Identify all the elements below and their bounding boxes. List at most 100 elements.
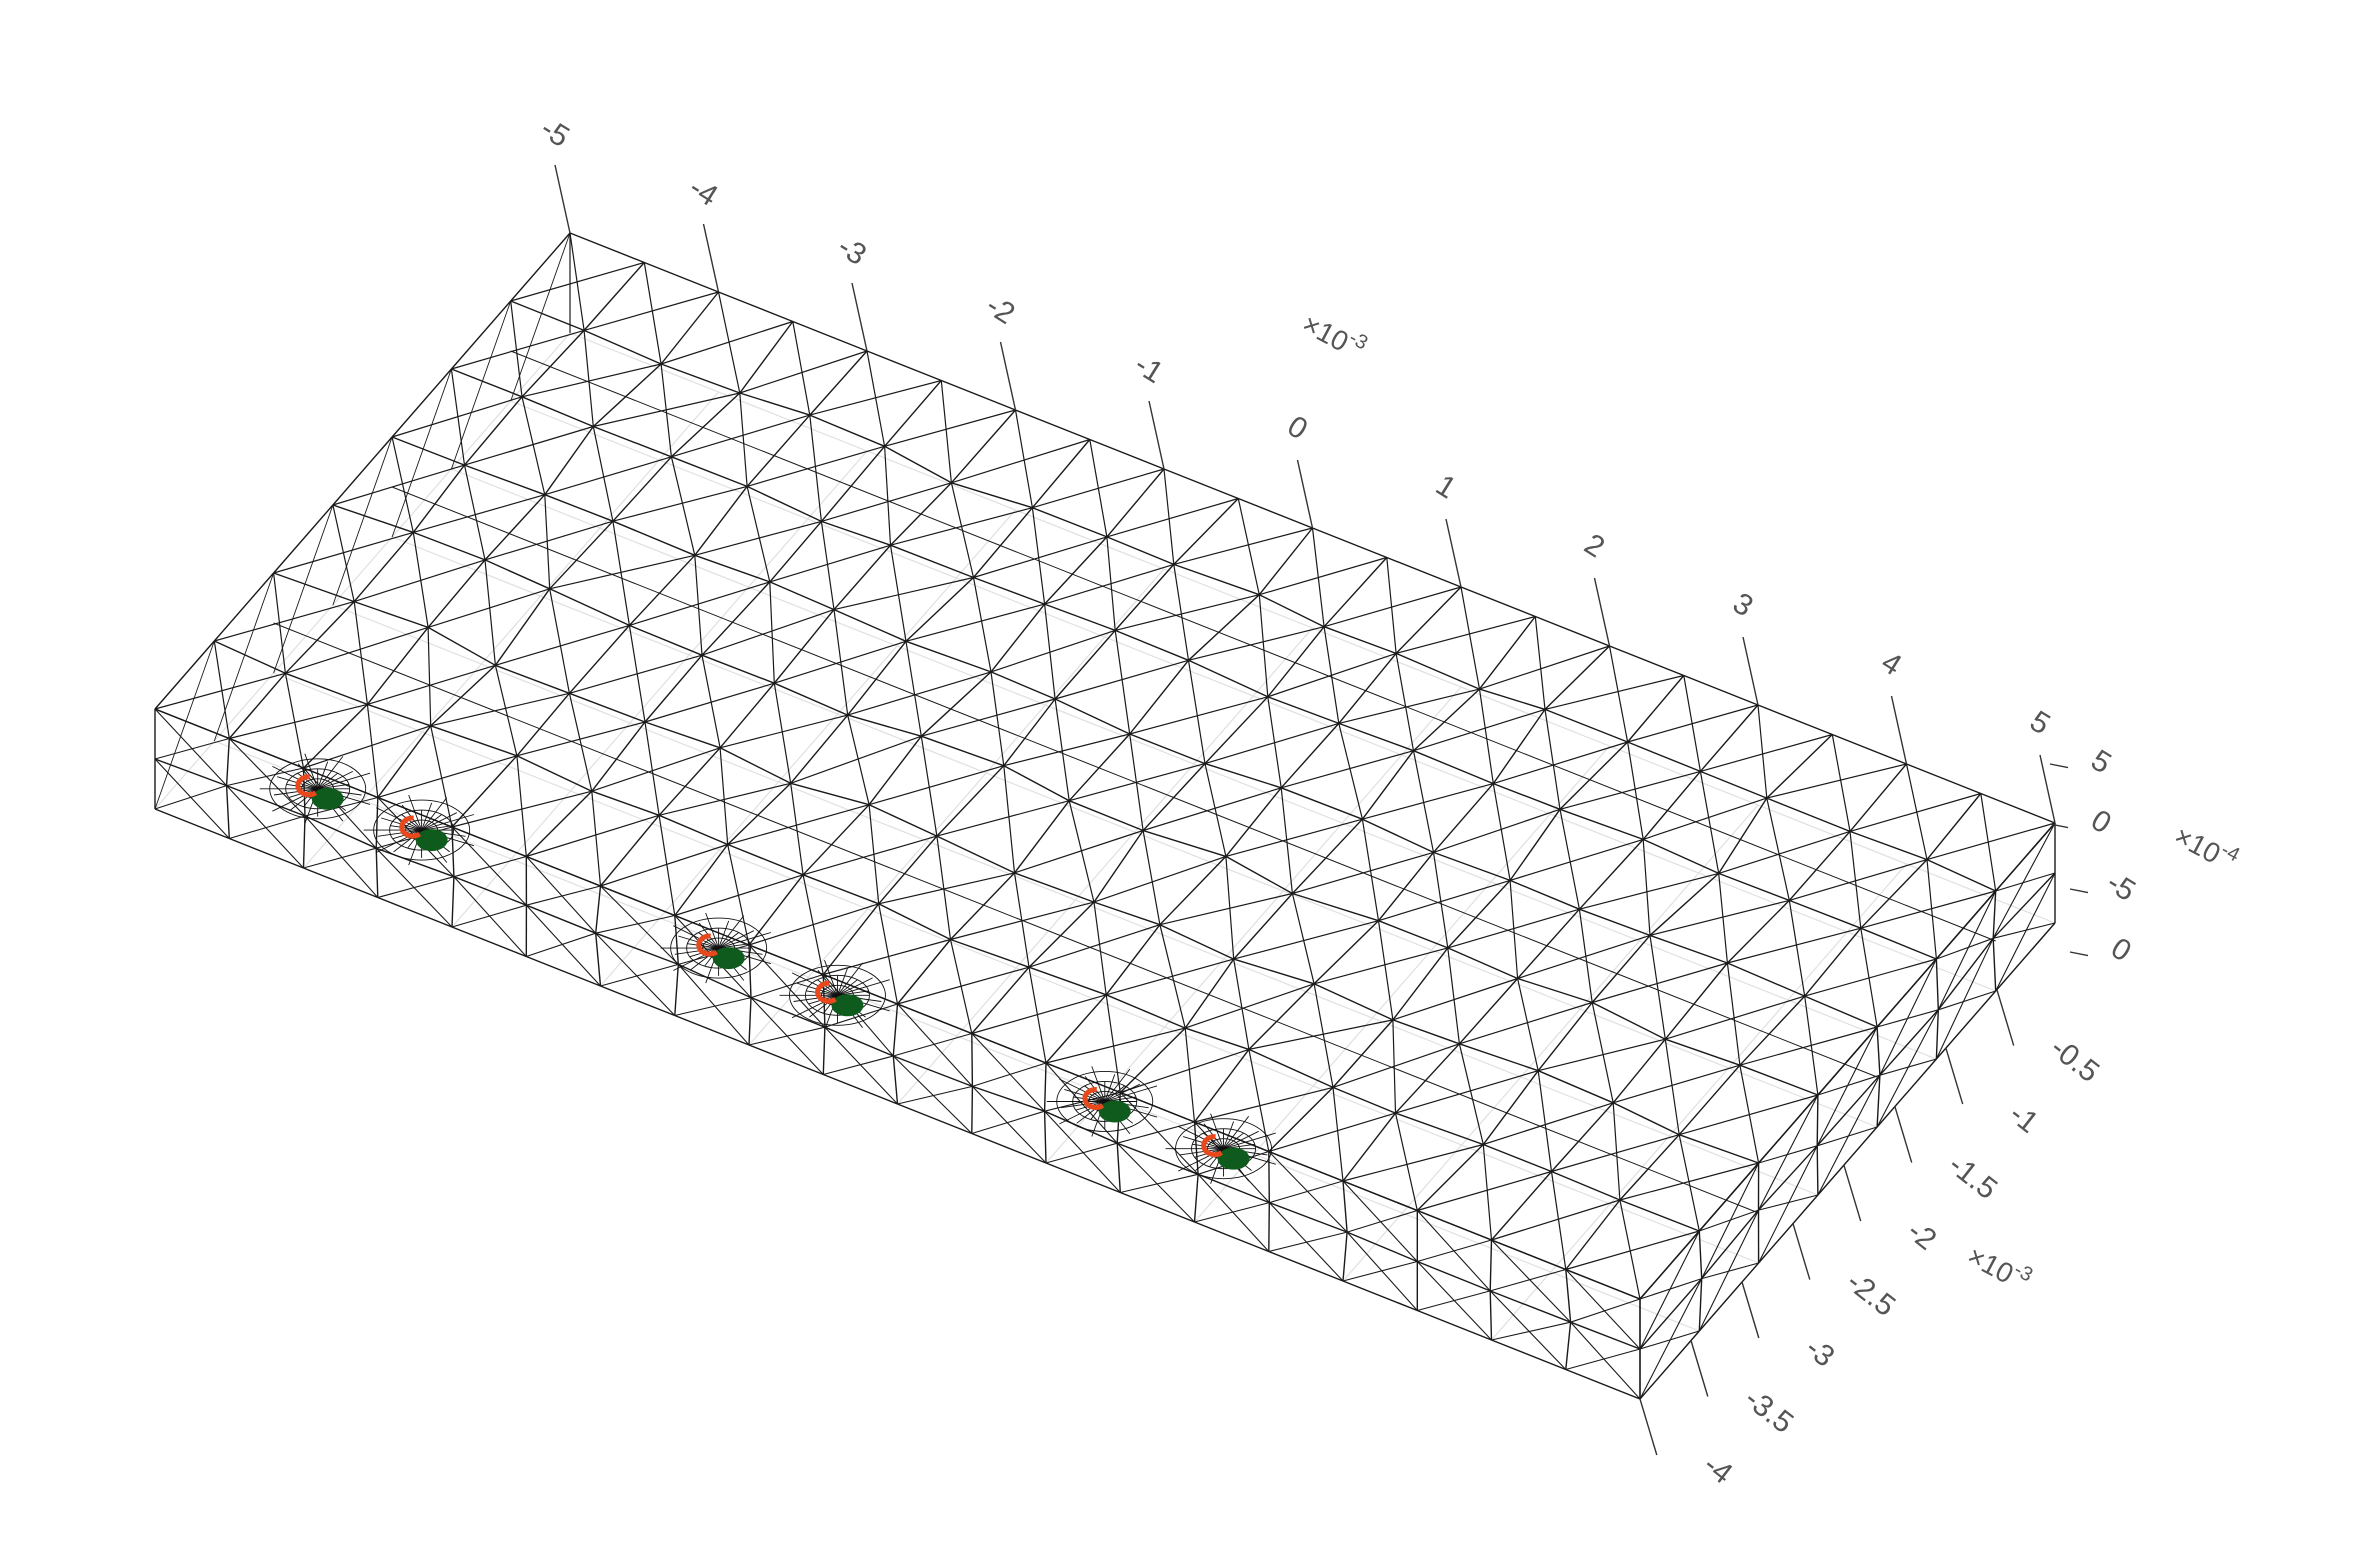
mesh-edge [1395, 1112, 1484, 1146]
mesh-edge [971, 1132, 1047, 1164]
mesh-edge [628, 554, 696, 626]
z-axis-exponent-base: ×10 [2169, 820, 2225, 870]
mesh-edge [516, 755, 593, 792]
mesh-edge [154, 640, 215, 710]
mesh-edge [1447, 947, 1518, 980]
mesh-edge [1992, 890, 1997, 939]
mesh-edge [526, 904, 596, 934]
mesh-edge [510, 350, 1996, 942]
mesh-edge [1678, 1064, 1741, 1136]
mesh-edge [719, 747, 792, 784]
mesh-edge [1619, 1134, 1680, 1201]
mesh-edge [1054, 698, 1070, 801]
mesh-edge [790, 714, 849, 784]
mesh-edge [413, 494, 545, 533]
mesh-edge [430, 664, 496, 727]
mesh-edge [1627, 741, 1644, 840]
mesh-edge [847, 640, 907, 716]
mesh-edge [936, 765, 1005, 837]
mesh-edge [1817, 1126, 1878, 1147]
hidden-edge [897, 627, 1313, 1105]
mesh-edge [453, 876, 527, 906]
mesh-edge [1416, 1144, 1484, 1211]
mesh-edge [1184, 958, 1235, 1029]
mesh-edge [1789, 899, 1862, 929]
mesh-edge [303, 847, 377, 869]
mesh-edge [1194, 1202, 1270, 1223]
mesh-edge [769, 544, 891, 583]
mesh-edge [868, 765, 1004, 806]
mesh-edge [413, 531, 486, 561]
mesh-edge [847, 714, 922, 737]
mesh-edge [1490, 1171, 1553, 1241]
mesh-edge [1664, 1039, 1680, 1135]
mesh-edge [1642, 839, 1651, 936]
mesh-edge [154, 758, 230, 839]
refined-edge [421, 802, 433, 831]
mesh-edge [1509, 808, 1561, 881]
z-axis-tick [2069, 888, 2089, 894]
mesh-edge [936, 835, 1015, 874]
mesh-edge [1935, 990, 1997, 1060]
refined-ring [269, 758, 367, 820]
mesh-edge [1332, 1019, 1394, 1088]
mesh-edge [1817, 1074, 1881, 1096]
mesh-edge [1342, 1280, 1418, 1312]
mesh-edge [1028, 924, 1161, 968]
mesh-edge [1413, 750, 1494, 785]
mesh-edge [526, 885, 601, 906]
x-axis-tick-label: 5 [2024, 705, 2056, 742]
mesh-edge [889, 545, 907, 642]
y-axis-tick [1843, 1164, 1862, 1222]
x-axis-tick-label: 0 [1282, 410, 1314, 447]
mesh-edge [430, 725, 453, 828]
mesh-edge [1342, 1180, 1418, 1212]
mesh-edge [971, 1086, 974, 1134]
mesh-edge [1639, 1278, 1702, 1300]
mesh-edge [1612, 1102, 1621, 1201]
mesh-edge [660, 363, 741, 394]
y-axis: -0.5-1-1.5-2-2.5-3-3.5-4 [1639, 989, 2105, 1491]
mesh-edge [1323, 626, 1397, 655]
mesh-edge [430, 692, 570, 727]
mesh-edge [1766, 763, 1907, 799]
mesh-edge [674, 997, 752, 1017]
mesh-edge [1433, 808, 1561, 853]
mesh-edge [591, 791, 602, 887]
mesh-edge [391, 396, 523, 438]
mesh-edge [1346, 1231, 1418, 1311]
mesh-edge [1493, 741, 1628, 785]
mesh-edge [521, 329, 585, 398]
mesh-edge [273, 504, 334, 674]
mesh-edge [1003, 698, 1056, 767]
mesh-edge [833, 544, 892, 611]
mesh-edge [1361, 750, 1415, 820]
mesh-edge [905, 640, 992, 673]
mesh-edge [897, 1003, 973, 1087]
mesh-edge [225, 785, 230, 839]
mesh-edge [1338, 652, 1397, 724]
mesh-edge [1478, 689, 1494, 784]
mesh-edge [1701, 1209, 1760, 1280]
mesh-edge [510, 232, 571, 302]
mesh-edge [750, 996, 826, 1028]
mesh-edge [451, 329, 585, 370]
x-axis-tick [1593, 577, 1611, 647]
y-axis-tick [1639, 1398, 1658, 1456]
mesh-edge [228, 672, 286, 739]
mesh-edge [822, 903, 880, 975]
mesh-edge [1204, 722, 1339, 765]
mesh-edge [949, 872, 1016, 940]
mesh-edge [746, 445, 885, 487]
mesh-edge [824, 1003, 898, 1028]
refined-edge [1223, 1116, 1250, 1149]
hidden-edge [510, 400, 1996, 992]
mesh-edge [1142, 763, 1206, 831]
mesh-edge [377, 896, 453, 928]
refined-edge [1060, 1101, 1105, 1109]
mesh-edge [823, 1055, 894, 1076]
mesh-edge [1698, 1262, 1760, 1332]
mesh-edge [847, 714, 870, 805]
mesh-edge [377, 755, 518, 799]
